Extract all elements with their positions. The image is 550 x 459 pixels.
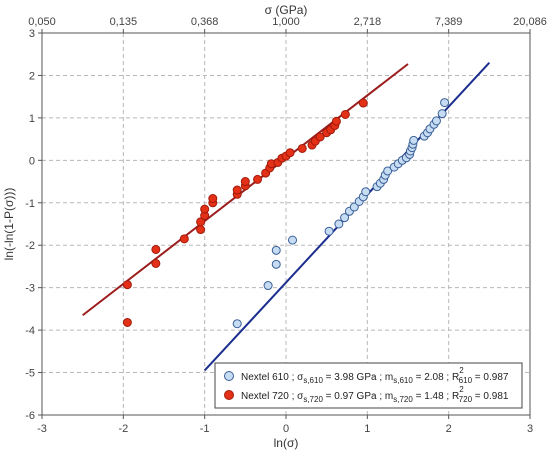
x-tick-label: 1 [364, 423, 370, 435]
data-point-nextel-610 [334, 219, 344, 229]
data-point-nextel-610 [437, 109, 447, 119]
data-point-nextel-720 [122, 317, 132, 327]
y-tick-label: -3 [25, 283, 35, 295]
x-axis-title: ln(σ) [274, 436, 299, 450]
y-tick-label: -1 [25, 198, 35, 210]
legend-marker [224, 390, 234, 400]
y-tick-label: -2 [25, 240, 35, 252]
x-tick-label: -1 [200, 423, 210, 435]
top-tick-label: 1,000 [272, 16, 300, 28]
legend-label-part: 2 [459, 366, 464, 375]
data-point-nextel-720 [179, 234, 189, 244]
data-point-nextel-720 [151, 244, 161, 254]
data-point-nextel-610 [440, 98, 450, 108]
data-point-nextel-610 [431, 116, 441, 126]
data-point-nextel-720 [151, 258, 161, 268]
data-point-nextel-610 [271, 259, 281, 269]
data-point-nextel-720 [200, 204, 210, 214]
y-tick-label: -5 [25, 368, 35, 380]
legend-marker [224, 371, 234, 381]
legend-label-part: 610 [459, 376, 473, 385]
data-point-nextel-720 [285, 148, 295, 158]
data-point-nextel-610 [349, 202, 359, 212]
x-tick-label: -3 [37, 423, 47, 435]
data-point-nextel-720 [331, 116, 341, 126]
x-tick-label: 3 [527, 423, 533, 435]
top-tick-label: 20,086 [513, 16, 547, 28]
data-point-nextel-720 [196, 217, 206, 227]
legend-label-part: = 1.48 ; R [413, 391, 459, 402]
legend-label-part: s,720 [303, 395, 323, 404]
data-point-nextel-610 [263, 281, 273, 291]
data-point-nextel-720 [208, 194, 218, 204]
y-tick-label: 1 [29, 113, 35, 125]
data-point-nextel-720 [358, 98, 368, 108]
legend-box [214, 362, 523, 409]
top-axis-title: σ (GPa) [265, 3, 308, 17]
data-point-nextel-610 [232, 319, 242, 329]
legend-label-part: 2 [459, 385, 464, 394]
y-axis-title: ln(-ln(1-P(σ))) [2, 188, 16, 261]
x-tick-label: 2 [446, 423, 452, 435]
data-point-nextel-720 [232, 185, 242, 195]
data-point-nextel-720 [122, 280, 132, 290]
legend-label-part: Nextel 720 ; σ [241, 391, 304, 402]
top-tick-label: 0,368 [191, 16, 219, 28]
legend-label: Nextel 610 ; σs,610 = 3.98 GPa ; ms,610 … [241, 366, 509, 385]
top-tick-label: 0,135 [110, 16, 138, 28]
legend-label-part: = 0.97 GPa ; m [323, 391, 393, 402]
top-tick-label: 7,389 [435, 16, 463, 28]
y-tick-label: -4 [25, 325, 35, 337]
data-point-nextel-720 [253, 174, 263, 184]
data-point-nextel-720 [196, 225, 206, 235]
legend-label-part: = 0.981 [472, 391, 509, 402]
data-point-nextel-720 [240, 177, 250, 187]
data-point-nextel-610 [340, 213, 350, 223]
y-tick-label: 2 [29, 70, 35, 82]
data-point-nextel-610 [288, 235, 298, 245]
legend-label-part: = 3.98 GPa ; m [323, 372, 393, 383]
x-tick-label: 0 [283, 423, 289, 435]
data-point-nextel-610 [409, 135, 419, 145]
legend-label-part: = 0.987 [472, 372, 509, 383]
x-tick-label: -2 [118, 423, 128, 435]
legend-label-part: 720 [459, 395, 473, 404]
data-point-nextel-720 [297, 143, 307, 153]
top-tick-label: 0,050 [28, 16, 56, 28]
y-tick-label: -6 [25, 410, 35, 422]
legend-label-part: s,610 [393, 376, 413, 385]
y-tick-label: 0 [29, 155, 35, 167]
legend-label-part: Nextel 610 ; σ [241, 372, 304, 383]
legend-label: Nextel 720 ; σs,720 = 0.97 GPa ; ms,720 … [241, 385, 509, 404]
y-tick-label: 3 [29, 28, 35, 40]
data-point-nextel-720 [340, 109, 350, 119]
data-point-nextel-610 [383, 166, 393, 176]
legend-label-part: s,720 [393, 395, 413, 404]
top-tick-label: 2,718 [354, 16, 382, 28]
data-point-nextel-610 [324, 226, 334, 236]
legend-label-part: = 2.08 ; R [413, 372, 459, 383]
data-point-nextel-610 [271, 245, 281, 255]
legend-label-part: s,610 [303, 376, 323, 385]
data-point-nextel-610 [361, 187, 371, 197]
data-point-nextel-720 [315, 132, 325, 142]
